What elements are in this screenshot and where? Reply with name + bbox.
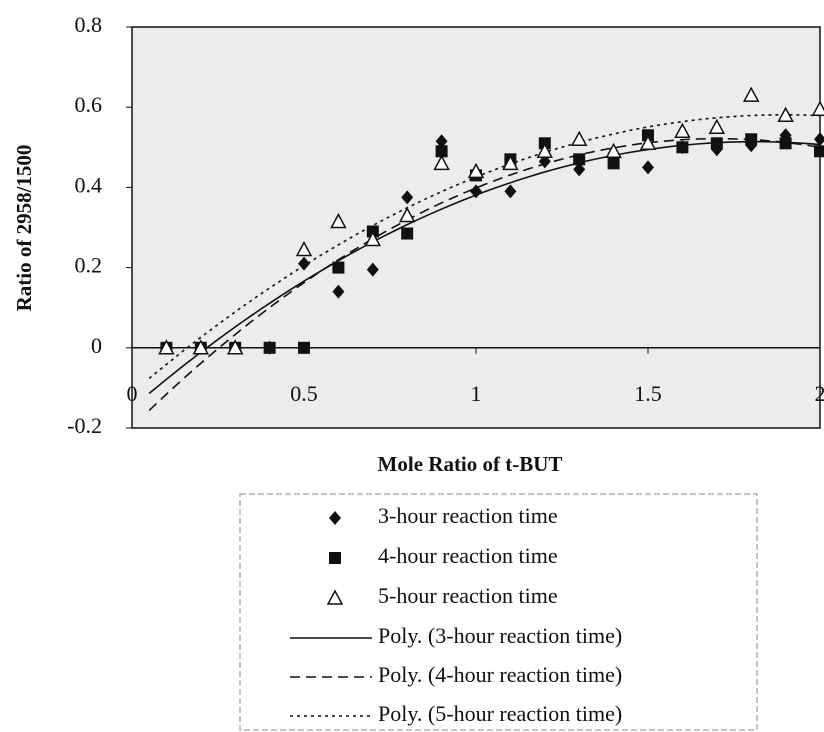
point (674, 122, 691, 139)
point (573, 153, 586, 166)
point (639, 134, 657, 151)
point (745, 133, 758, 146)
y-tick-label: 0 (91, 333, 102, 358)
point (364, 230, 382, 247)
y-tick-label: 0.6 (75, 92, 103, 117)
legend-label: Poly. (5-hour reaction time) (378, 701, 622, 726)
point (470, 184, 482, 199)
y-axis-label: Ratio of 2958/1500 (12, 145, 36, 312)
point (570, 130, 588, 147)
point (814, 132, 824, 147)
point (605, 142, 622, 159)
trendline (148, 140, 821, 395)
legend-label: Poly. (3-hour reaction time) (378, 623, 622, 648)
point (676, 141, 689, 154)
plot-area (131, 26, 821, 429)
point (298, 341, 310, 354)
trendline (148, 137, 821, 411)
point (295, 240, 313, 257)
legend-label: 3-hour reaction time (378, 503, 558, 528)
point (298, 256, 310, 271)
point (504, 184, 517, 199)
point (742, 86, 760, 102)
point (467, 162, 485, 179)
point (433, 154, 450, 171)
legend-label: Poly. (4-hour reaction time) (378, 662, 622, 687)
point (536, 142, 554, 159)
legend-marker (326, 589, 344, 605)
x-tick-label: 1.5 (634, 381, 662, 406)
point (192, 339, 210, 355)
point (226, 339, 244, 355)
x-tick-label: 0.5 (290, 381, 318, 406)
point (263, 341, 276, 354)
y-tick-label: 0.8 (75, 12, 103, 37)
y-tick-label: 0.2 (75, 253, 103, 278)
x-tick-label: 2 (815, 381, 824, 406)
point (708, 118, 726, 134)
y-tick-label: 0.4 (75, 172, 103, 197)
legend-marker (329, 552, 341, 564)
legend (239, 493, 758, 731)
legend-label: 4-hour reaction time (378, 543, 558, 568)
point (777, 106, 794, 122)
legend-marker (329, 511, 341, 525)
x-axis-label: Mole Ratio of t-BUT (378, 452, 563, 476)
point (398, 206, 416, 223)
point (330, 212, 347, 229)
point (502, 154, 519, 171)
point (573, 162, 586, 177)
point (607, 157, 620, 170)
point (710, 137, 723, 150)
point (814, 145, 824, 158)
y-tick-label: -0.2 (67, 413, 102, 438)
point (401, 227, 414, 240)
point (332, 284, 345, 299)
point (366, 262, 379, 277)
point (435, 134, 448, 149)
x-tick-label: 0 (127, 381, 138, 406)
legend-label: 5-hour reaction time (378, 583, 558, 608)
point (332, 261, 345, 274)
point (158, 339, 175, 355)
point (642, 160, 654, 175)
point (779, 137, 792, 150)
trendline (148, 114, 821, 380)
x-tick-label: 1 (471, 381, 482, 406)
point (435, 145, 448, 158)
point (401, 190, 414, 205)
